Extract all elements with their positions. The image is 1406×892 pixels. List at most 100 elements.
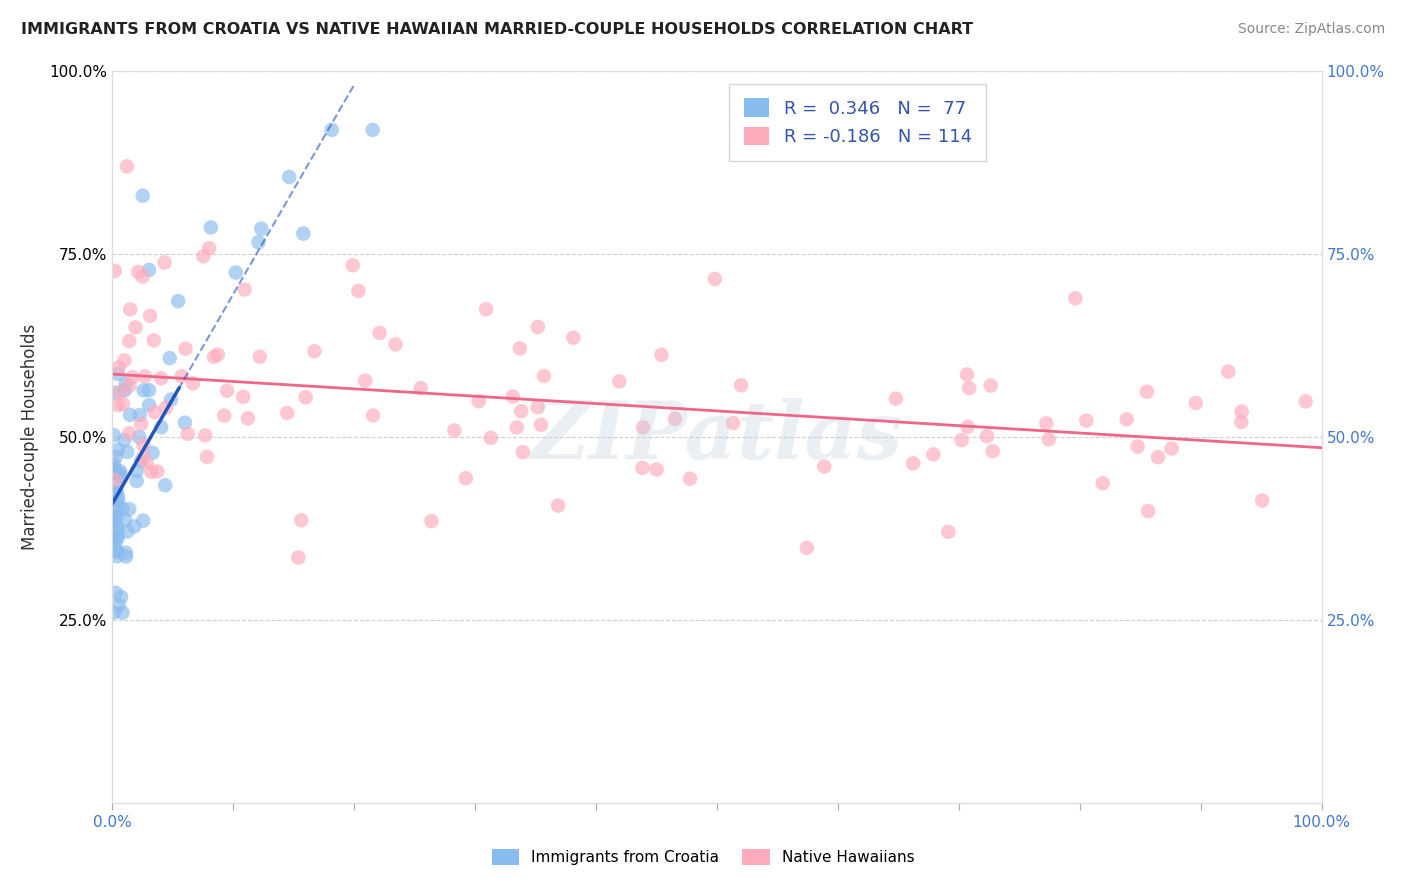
- Point: [108, 467, 131, 481]
- Point: [127, 265, 149, 279]
- Point: [104, 264, 127, 278]
- Point: [103, 514, 125, 528]
- Point: [354, 374, 377, 388]
- Point: [1185, 396, 1208, 410]
- Point: [118, 408, 141, 422]
- Point: [212, 409, 235, 423]
- Point: [250, 221, 273, 235]
- Point: [922, 447, 945, 461]
- Point: [118, 334, 141, 348]
- Point: [107, 493, 129, 508]
- Point: [290, 513, 312, 527]
- Point: [342, 258, 364, 272]
- Point: [1218, 365, 1240, 379]
- Point: [108, 384, 131, 399]
- Point: [104, 486, 127, 500]
- Legend: Immigrants from Croatia, Native Hawaiians: Immigrants from Croatia, Native Hawaiian…: [485, 843, 921, 871]
- Point: [107, 360, 129, 375]
- Point: [115, 549, 138, 564]
- Point: [730, 378, 752, 392]
- Point: [664, 411, 686, 425]
- Point: [505, 420, 527, 434]
- Point: [217, 384, 239, 398]
- Point: [115, 546, 138, 560]
- Point: [181, 376, 204, 391]
- Point: [1035, 417, 1057, 431]
- Point: [138, 263, 160, 277]
- Point: [176, 426, 198, 441]
- Point: [159, 351, 181, 365]
- Point: [526, 400, 548, 414]
- Point: [103, 428, 125, 442]
- Point: [509, 342, 531, 356]
- Point: [981, 444, 1004, 458]
- Point: [114, 384, 136, 398]
- Point: [138, 398, 160, 412]
- Point: [107, 524, 129, 539]
- Point: [105, 484, 128, 499]
- Point: [124, 320, 146, 334]
- Point: [107, 530, 129, 544]
- Point: [112, 353, 135, 368]
- Point: [153, 478, 176, 492]
- Point: [651, 348, 673, 362]
- Point: [409, 381, 432, 395]
- Point: [703, 272, 725, 286]
- Point: [361, 123, 384, 137]
- Point: [956, 368, 979, 382]
- Point: [107, 599, 129, 613]
- Text: Source: ZipAtlas.com: Source: ZipAtlas.com: [1237, 22, 1385, 37]
- Point: [105, 530, 128, 544]
- Point: [1137, 504, 1160, 518]
- Point: [115, 160, 138, 174]
- Point: [117, 445, 139, 459]
- Point: [195, 450, 218, 464]
- Point: [957, 381, 980, 395]
- Point: [104, 473, 127, 487]
- Point: [142, 334, 165, 348]
- Point: [527, 320, 550, 334]
- Point: [155, 401, 177, 415]
- Point: [631, 460, 654, 475]
- Point: [938, 524, 960, 539]
- Point: [796, 541, 818, 555]
- Text: IMMIGRANTS FROM CROATIA VS NATIVE HAWAIIAN MARRIED-COUPLE HOUSEHOLDS CORRELATION: IMMIGRANTS FROM CROATIA VS NATIVE HAWAII…: [21, 22, 973, 37]
- Point: [104, 475, 127, 490]
- Point: [107, 442, 129, 457]
- Point: [150, 420, 173, 434]
- Point: [132, 384, 155, 398]
- Point: [475, 302, 498, 317]
- Point: [884, 392, 907, 406]
- Point: [1091, 476, 1114, 491]
- Point: [278, 169, 301, 184]
- Point: [105, 543, 128, 558]
- Point: [104, 535, 127, 549]
- Point: [103, 464, 125, 478]
- Point: [104, 501, 127, 516]
- Point: [443, 424, 465, 438]
- Point: [103, 515, 125, 529]
- Point: [112, 433, 135, 447]
- Point: [1230, 415, 1253, 429]
- Point: [118, 426, 141, 441]
- Point: [233, 283, 256, 297]
- Point: [287, 550, 309, 565]
- Point: [107, 490, 129, 504]
- Point: [138, 383, 160, 397]
- Point: [104, 585, 127, 599]
- Point: [117, 524, 139, 539]
- Point: [107, 367, 129, 381]
- Point: [103, 461, 125, 475]
- Point: [132, 450, 155, 464]
- Point: [111, 606, 134, 620]
- Point: [105, 467, 128, 481]
- Point: [679, 472, 702, 486]
- Point: [454, 471, 477, 485]
- Point: [103, 385, 125, 400]
- Point: [103, 512, 125, 526]
- Point: [153, 255, 176, 269]
- Point: [236, 411, 259, 425]
- Point: [125, 464, 148, 478]
- Point: [976, 429, 998, 443]
- Point: [114, 513, 136, 527]
